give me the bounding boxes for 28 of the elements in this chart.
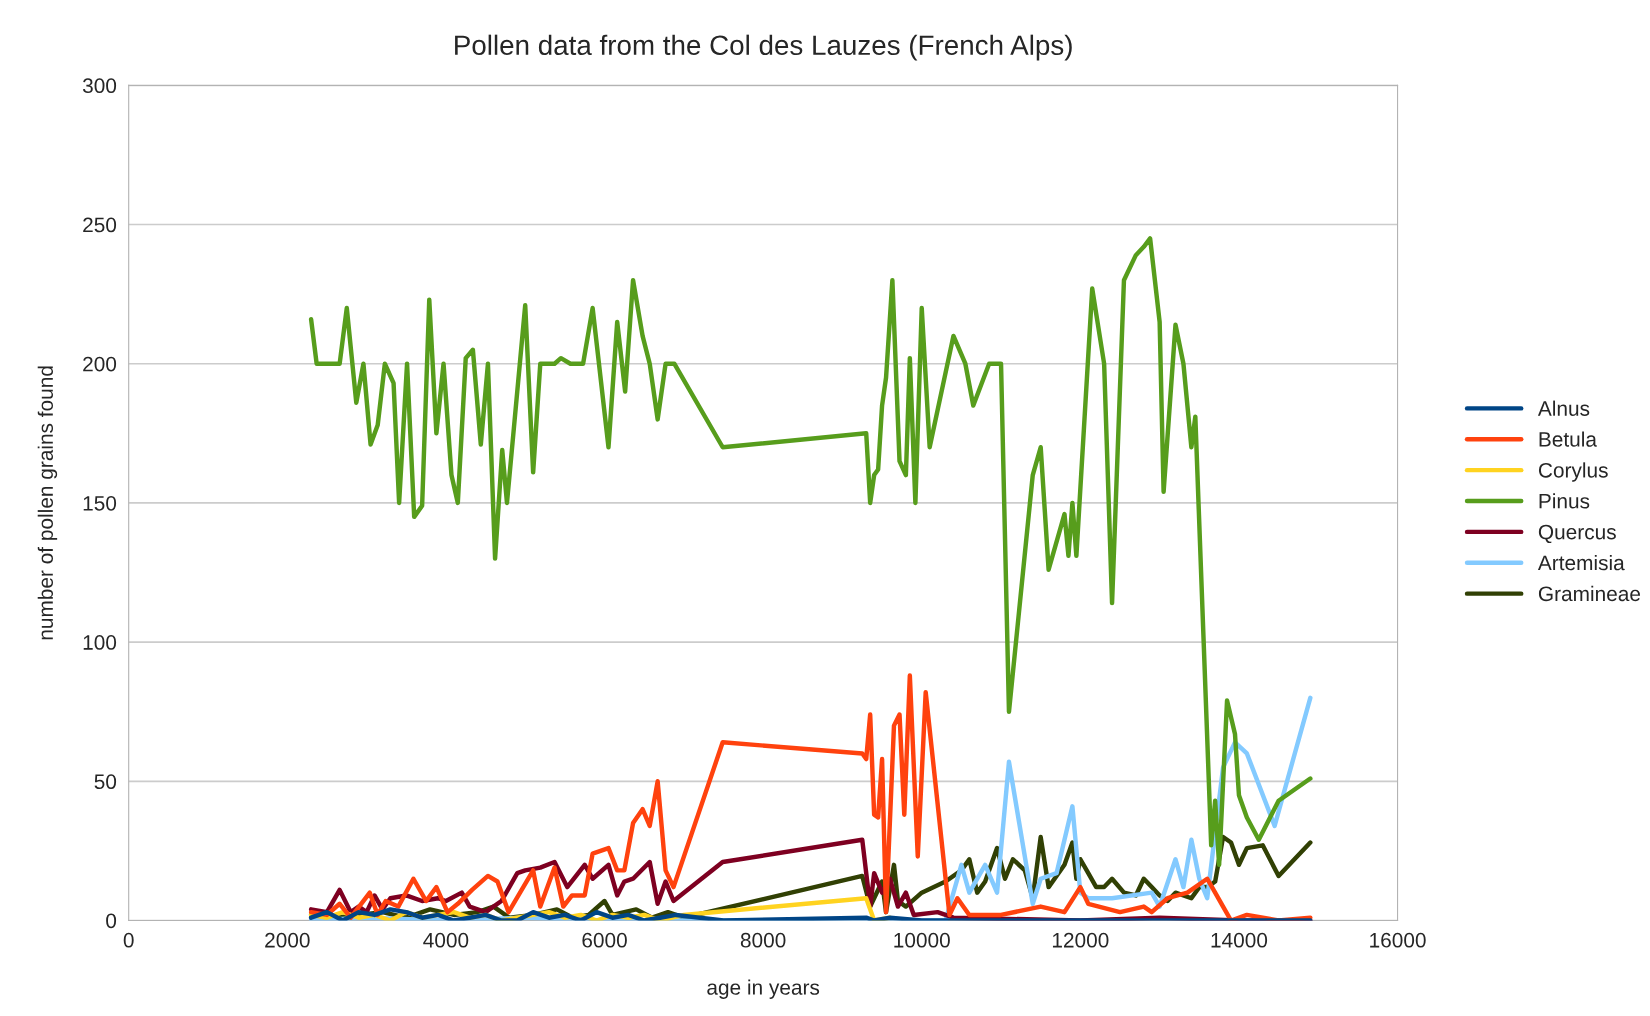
y-tick-label: 150 — [83, 495, 117, 511]
x-tick-label: 4000 — [423, 932, 469, 948]
x-tick-label: 8000 — [740, 932, 786, 948]
y-axis-title: number of pollen grains found — [37, 366, 58, 640]
line-series — [308, 236, 1313, 868]
legend-label: Artemisia — [1537, 554, 1625, 571]
chart-title: Pollen data from the Col des Lauzes (French Alps) — [455, 34, 1072, 61]
legend-label: Quercus — [1538, 524, 1616, 544]
y-tick-label: 50 — [94, 774, 117, 790]
legend-label: Alnus — [1537, 400, 1590, 416]
y-tick-label: 100 — [83, 635, 117, 650]
x-tick-label: 2000 — [265, 932, 310, 948]
x-tick-label: 16000 — [1370, 932, 1426, 948]
x-tick-label: 0 — [123, 932, 134, 948]
y-tick-label: 250 — [83, 217, 117, 233]
x-tick-label: 12000 — [1052, 932, 1109, 948]
legend-label: Corylus — [1538, 462, 1608, 482]
legend-label: Pinus — [1539, 493, 1590, 509]
y-tick-label: 300 — [82, 78, 117, 94]
x-axis-title: age in years — [707, 979, 820, 999]
x-tick-label: 14000 — [1211, 932, 1268, 948]
y-tick-label: 200 — [83, 356, 117, 372]
legend-label: Gramineae — [1538, 585, 1641, 602]
legend-label: Betula — [1539, 431, 1597, 447]
x-tick-label: 10000 — [894, 932, 950, 948]
y-tick-label: 0 — [106, 913, 117, 929]
x-tick-label: 6000 — [582, 932, 627, 948]
line-series — [308, 907, 1313, 921]
